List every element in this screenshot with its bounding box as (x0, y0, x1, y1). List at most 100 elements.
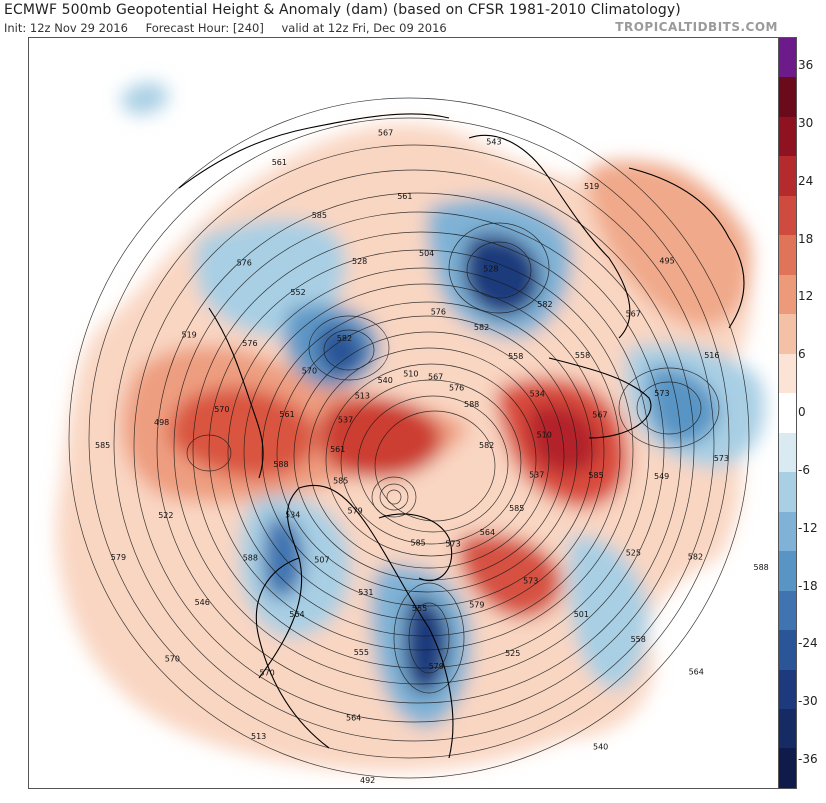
colorbar-segment (779, 708, 796, 749)
contour-label: 567 (378, 129, 393, 138)
contour-label: 525 (505, 649, 520, 658)
map-subtitle: Init: 12z Nov 29 2016 Forecast Hour: [24… (4, 21, 461, 35)
colorbar-tick-label: 24 (798, 173, 814, 188)
colorbar-segment (779, 116, 796, 157)
colorbar-tick-label: -12 (798, 520, 818, 535)
contour-label: 519 (584, 182, 599, 191)
colorbar-segment (779, 38, 796, 78)
contour-label: 513 (251, 732, 266, 741)
init-time: Init: 12z Nov 29 2016 (4, 21, 128, 35)
contour-label: 546 (195, 598, 210, 607)
colorbar-segment (779, 432, 796, 473)
colorbar-segment (779, 274, 796, 315)
colorbar-segment (779, 353, 796, 394)
contour-label: 498 (154, 418, 169, 427)
contour-label: 534 (285, 511, 300, 520)
contour-label: 573 (523, 577, 538, 586)
contour-label: 528 (352, 257, 367, 266)
contour-label: 507 (314, 555, 329, 564)
forecast-hour: Forecast Hour: [240] (145, 21, 264, 35)
contour-label: 588 (754, 563, 769, 572)
contour-label: 561 (279, 410, 294, 419)
colorbar-tick-label: -30 (798, 694, 818, 709)
contour-label: 570 (214, 405, 229, 414)
colorbar-segment (779, 156, 796, 196)
colorbar (778, 37, 797, 789)
colorbar-tick-label: -18 (798, 578, 818, 593)
colorbar-tick-label: 18 (798, 231, 814, 246)
contour-label: 570 (260, 669, 275, 678)
colorbar-segment (779, 314, 796, 354)
contour-label: 573 (445, 540, 460, 549)
contour-label: 561 (272, 158, 287, 167)
contour-label: 558 (508, 352, 523, 361)
contour-label: 570 (302, 366, 317, 375)
colorbar-segment (779, 235, 796, 275)
contour-label: 576 (237, 259, 252, 268)
contour-label: 519 (182, 330, 197, 339)
contour-label: 564 (346, 713, 361, 722)
anomaly-shading (56, 82, 765, 771)
colorbar-tick-label: -6 (798, 462, 810, 477)
contour-label: 585 (312, 211, 327, 220)
contour-label: 579 (111, 553, 126, 562)
colorbar-tick-label: 6 (798, 347, 806, 362)
colorbar-segment (779, 511, 796, 552)
contour-label: 549 (654, 472, 669, 481)
contour-label: 585 (333, 477, 348, 486)
contour-label: 561 (330, 445, 345, 454)
contour-label: 564 (289, 610, 304, 619)
contour-label: 588 (243, 553, 258, 562)
contour-label: 579 (469, 600, 484, 609)
contour-label: 495 (659, 257, 674, 266)
contour-label: 510 (403, 370, 418, 379)
contour-label: 558 (631, 635, 646, 644)
colorbar-segment (779, 77, 796, 117)
contour-label: 573 (654, 389, 669, 398)
contour-label: 513 (355, 392, 370, 401)
contour-label: 537 (338, 415, 353, 424)
colorbar-tick-label: -24 (798, 636, 818, 651)
contour-label: 567 (592, 410, 607, 419)
map-panel: 582 579 576 573 570 567 564 561 588 585 582 579 576 5… (28, 37, 779, 789)
contour-label: 492 (360, 776, 375, 785)
contour-label: 564 (689, 667, 704, 676)
colorbar-segment (779, 551, 796, 591)
contour-label: 540 (593, 742, 608, 751)
contour-label: 576 (242, 339, 257, 348)
contour-label: 525 (626, 549, 641, 558)
colorbar-tick-label: 0 (798, 405, 806, 419)
contour-label: 510 (537, 431, 552, 440)
contour-label: 579 (429, 662, 444, 671)
contour-label: 585 (411, 539, 426, 548)
colorbar-segment (779, 590, 796, 631)
contour-label: 501 (574, 610, 589, 619)
contour-label: 567 (428, 373, 443, 382)
contour-label: 504 (419, 249, 434, 258)
map-title: ECMWF 500mb Geopotential Height & Anomal… (4, 2, 681, 18)
coastlines (178, 113, 745, 759)
colorbar-tick-label: 12 (798, 289, 814, 304)
contour-label: 570 (165, 654, 180, 663)
anomaly-map: 5825795765735705675645615885855825795765… (56, 82, 769, 785)
contour-label: 561 (397, 192, 412, 201)
colorbar-tick-label: -36 (798, 752, 818, 766)
contour-labels: 5825795765735705675645615885855825795765… (95, 129, 769, 785)
contour-label: 528 (483, 264, 498, 273)
colorbar-tick-label: 36 (798, 58, 814, 72)
contour-label: 558 (575, 351, 590, 360)
contour-label: 516 (704, 351, 719, 360)
contour-label: 555 (354, 648, 369, 657)
contour-label: 567 (626, 309, 641, 318)
contour-label: 588 (273, 460, 288, 469)
contour-label: 540 (378, 376, 393, 385)
contour-label: 582 (688, 552, 703, 561)
contour-label: 573 (714, 454, 729, 463)
contour-label: 585 (509, 504, 524, 513)
valid-time: valid at 12z Fri, Dec 09 2016 (281, 21, 447, 35)
contour-label: 555 (412, 604, 427, 613)
colorbar-segment (779, 748, 796, 788)
contour-label: 537 (529, 471, 544, 480)
contour-label: 576 (431, 308, 446, 317)
contour-label: 579 (348, 507, 363, 516)
